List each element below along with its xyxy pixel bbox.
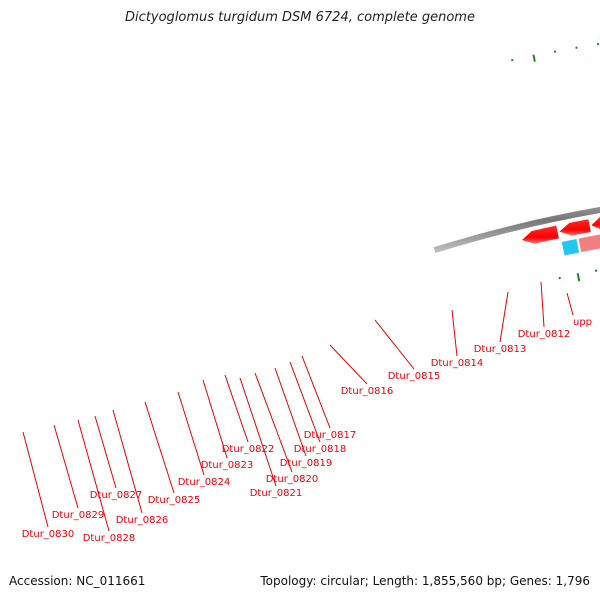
- leader-line: [177, 391, 205, 476]
- leader-line: [499, 291, 509, 343]
- gene-label[interactable]: Dtur_0817: [304, 430, 357, 441]
- gene-arrow[interactable]: [521, 225, 559, 244]
- gene-arrow[interactable]: [559, 219, 591, 236]
- map-title: Dictyoglomus turgidum DSM 6724, complete…: [125, 10, 475, 25]
- inner-major-tick: [576, 273, 581, 282]
- gene-label[interactable]: Dtur_0823: [201, 460, 254, 471]
- leader-line: [374, 319, 415, 370]
- gene-label[interactable]: Dtur_0813: [474, 344, 527, 355]
- backbone-arc: [433, 207, 600, 254]
- block-highlight: [560, 238, 580, 257]
- leader-line: [289, 361, 321, 443]
- gene-label[interactable]: Dtur_0828: [83, 533, 136, 544]
- gene-label[interactable]: Dtur_0819: [280, 458, 333, 469]
- gene-label[interactable]: Dtur_0818: [294, 444, 347, 455]
- gene-label[interactable]: Dtur_0830: [22, 529, 75, 540]
- gene-label[interactable]: Dtur_0820: [266, 474, 319, 485]
- cog-cyan-block[interactable]: [561, 238, 580, 256]
- leader-line: [77, 419, 110, 532]
- gene-label[interactable]: Dtur_0822: [222, 444, 275, 455]
- gene-label[interactable]: Dtur_0826: [116, 515, 169, 526]
- leader-line: [53, 424, 79, 509]
- accession-text: Accession: NC_011661: [9, 574, 146, 588]
- leader-line: [254, 372, 293, 473]
- leader-line: [112, 409, 143, 514]
- gene-label[interactable]: Dtur_0815: [388, 371, 441, 382]
- gene-label[interactable]: Dtur_0814: [431, 358, 484, 369]
- tick-marks: 830 kbp835 kbp840 kbp845 kbp850 kbp: [511, 42, 600, 282]
- gene-track: [521, 216, 600, 244]
- gene-label[interactable]: Dtur_0825: [148, 495, 201, 506]
- gene-label[interactable]: Dtur_0824: [178, 477, 231, 488]
- gene-arrow[interactable]: [591, 216, 600, 230]
- major-tick: [532, 54, 536, 62]
- leader-line: [202, 379, 228, 459]
- leader-line: [94, 415, 117, 489]
- leader-line: [540, 281, 545, 328]
- gene-label[interactable]: upp: [573, 317, 592, 328]
- leader-line: [239, 377, 277, 487]
- gene-label[interactable]: Dtur_0829: [52, 510, 105, 521]
- backbone: [433, 207, 600, 254]
- leader-line: [329, 344, 368, 385]
- cog-salmon-block[interactable]: [578, 232, 600, 253]
- leader-line: [451, 309, 458, 357]
- block-highlight: [577, 233, 600, 253]
- gene-label[interactable]: Dtur_0821: [250, 488, 303, 499]
- gene-label[interactable]: Dtur_0812: [518, 329, 571, 340]
- leader-line: [566, 292, 574, 316]
- leader-line: [274, 367, 307, 457]
- gene-label[interactable]: Dtur_0827: [90, 490, 143, 501]
- cog-track: [560, 232, 600, 257]
- leader-line: [144, 401, 175, 494]
- leader-line: [22, 431, 49, 528]
- gene-label[interactable]: Dtur_0816: [341, 386, 394, 397]
- leader-line: [301, 355, 331, 429]
- genome-summary: Topology: circular; Length: 1,855,560 bp…: [260, 574, 590, 588]
- leader-line: [224, 374, 249, 443]
